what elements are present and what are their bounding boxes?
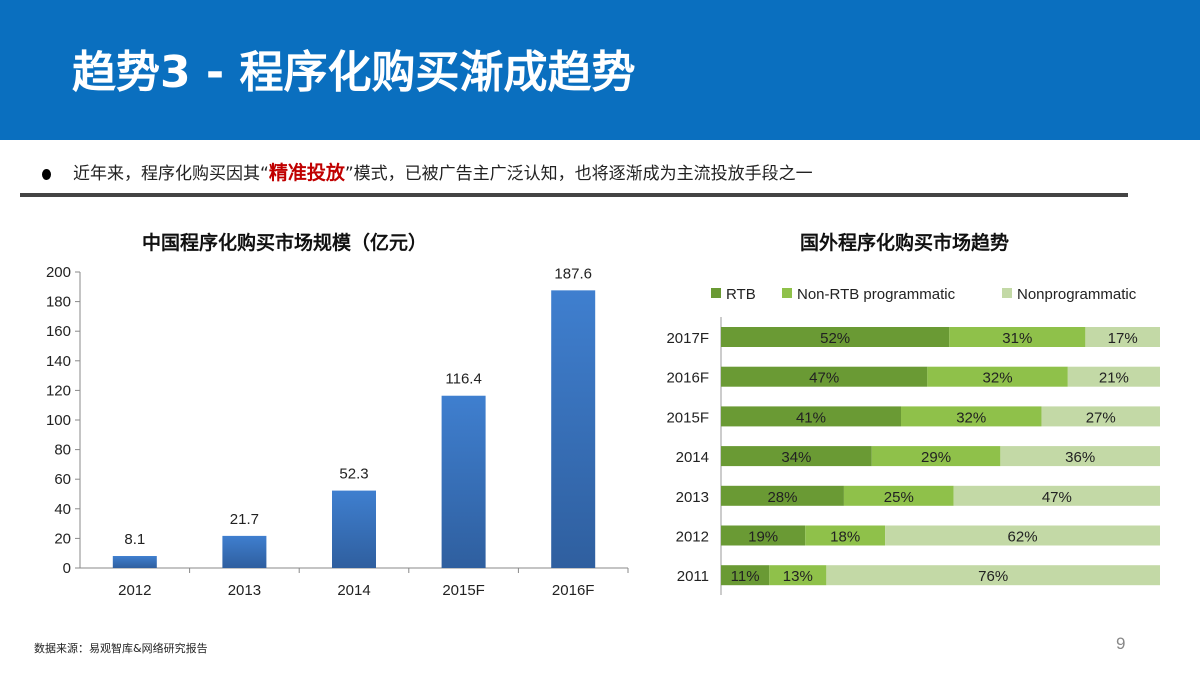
y-tick-label: 120: [46, 382, 71, 399]
bar-2014: [332, 490, 376, 568]
y-tick-label: 2017F: [666, 330, 709, 347]
bar-segment: [871, 446, 1001, 467]
bar-segment: [1000, 446, 1160, 467]
bar-segment: [953, 485, 1160, 506]
x-tick-label: 2014: [337, 582, 370, 599]
legend-swatch-2: [1002, 288, 1012, 298]
bullet-text-after: ”模式，已被广告主广泛认知，也将逐渐成为主流投放手段之一: [344, 164, 813, 184]
data-label: 13%: [783, 568, 813, 585]
data-label: 41%: [796, 409, 826, 426]
bar-segment: [721, 565, 770, 586]
data-label: 29%: [921, 449, 951, 466]
data-label: 8.1: [124, 531, 145, 548]
bar-2012: [112, 556, 157, 568]
divider: [20, 193, 1128, 197]
y-tick-label: 140: [46, 353, 71, 370]
source-note: 数据来源：易观智库&网络研究报告: [34, 642, 208, 655]
y-tick-label: 2012: [676, 529, 709, 546]
y-tick-label: 100: [46, 412, 71, 429]
data-label: 28%: [767, 489, 797, 506]
bar-segment: [826, 565, 1160, 586]
y-tick-label: 40: [54, 501, 71, 518]
bullet-text-before: 近年来，程序化购买因其“: [73, 164, 269, 184]
data-label: 21%: [1099, 370, 1129, 387]
bar-segment: [721, 446, 872, 467]
data-label: 17%: [1108, 330, 1138, 347]
data-label: 62%: [1008, 529, 1038, 546]
y-tick-label: 60: [54, 471, 71, 488]
bar-2016F: [551, 290, 596, 568]
data-label: 32%: [956, 409, 986, 426]
bar-segment: [721, 525, 806, 546]
x-tick-label: 2015F: [442, 582, 485, 599]
x-tick-label: 2012: [118, 582, 151, 599]
y-tick-label: 2011: [677, 568, 709, 585]
data-label: 32%: [983, 370, 1013, 387]
bar-segment: [769, 565, 827, 586]
legend-label: RTB: [726, 286, 756, 303]
bar-2015F: [441, 395, 486, 568]
data-label: 19%: [748, 529, 778, 546]
bar-segment: [721, 406, 901, 427]
bar-2013: [222, 535, 267, 568]
data-label: 25%: [884, 489, 914, 506]
data-label: 34%: [781, 449, 811, 466]
data-label: 27%: [1086, 409, 1116, 426]
x-tick-label: 2016F: [552, 582, 595, 599]
legend-swatch-1: [782, 288, 792, 298]
bar-segment: [1041, 406, 1160, 427]
bar-segment: [927, 366, 1068, 387]
data-label: 187.6: [554, 265, 592, 282]
data-label: 47%: [1042, 489, 1072, 506]
y-tick-label: 2015F: [666, 409, 709, 426]
y-tick-label: 2013: [676, 489, 709, 506]
legend-label: Nonprogrammatic: [1017, 286, 1137, 303]
y-tick-label: 80: [54, 442, 71, 459]
y-tick-label: 20: [54, 530, 71, 547]
data-label: 47%: [809, 370, 839, 387]
bar-segment: [721, 485, 844, 506]
data-label: 52%: [820, 330, 850, 347]
bullet-point: 近年来，程序化购买因其“精准投放”模式，已被广告主广泛认知，也将逐渐成为主流投放…: [42, 158, 813, 185]
bar-segment: [805, 525, 886, 546]
data-label: 36%: [1065, 449, 1095, 466]
y-tick-label: 0: [63, 560, 71, 577]
header-banner: [0, 0, 1200, 140]
bar-segment: [885, 525, 1160, 546]
bar-segment: [721, 327, 950, 347]
bar-segment: [1067, 366, 1160, 387]
bar-segment: [900, 406, 1042, 427]
data-label: 21.7: [230, 511, 259, 528]
data-label: 18%: [830, 529, 860, 546]
left-chart-title: 中国程序化购买市场规模（亿元）: [142, 232, 428, 254]
bar-segment: [721, 366, 928, 387]
bullet-icon: [42, 168, 51, 180]
bar-segment: [843, 485, 954, 506]
x-tick-label: 2013: [228, 582, 261, 599]
y-tick-label: 2016F: [666, 370, 709, 387]
data-label: 116.4: [445, 371, 481, 388]
data-label: 52.3: [339, 466, 368, 483]
y-tick-label: 180: [46, 294, 71, 311]
legend-swatch-0: [711, 288, 721, 298]
bullet-highlight: 精准投放: [268, 162, 345, 184]
page-number: 9: [1116, 634, 1126, 653]
legend-label: Non-RTB programmatic: [797, 286, 956, 303]
bar-segment: [1085, 327, 1160, 347]
y-tick-label: 160: [46, 323, 71, 340]
page-title: 趋势3 - 程序化购买渐成趋势: [72, 47, 636, 98]
bar-segment: [949, 327, 1086, 347]
y-tick-label: 200: [46, 264, 71, 281]
y-tick-label: 2014: [676, 449, 709, 466]
data-label: 31%: [1002, 330, 1032, 347]
data-label: 76%: [978, 568, 1008, 585]
data-label: 11%: [731, 568, 760, 585]
right-chart-title: 国外程序化购买市场趋势: [800, 232, 1010, 254]
